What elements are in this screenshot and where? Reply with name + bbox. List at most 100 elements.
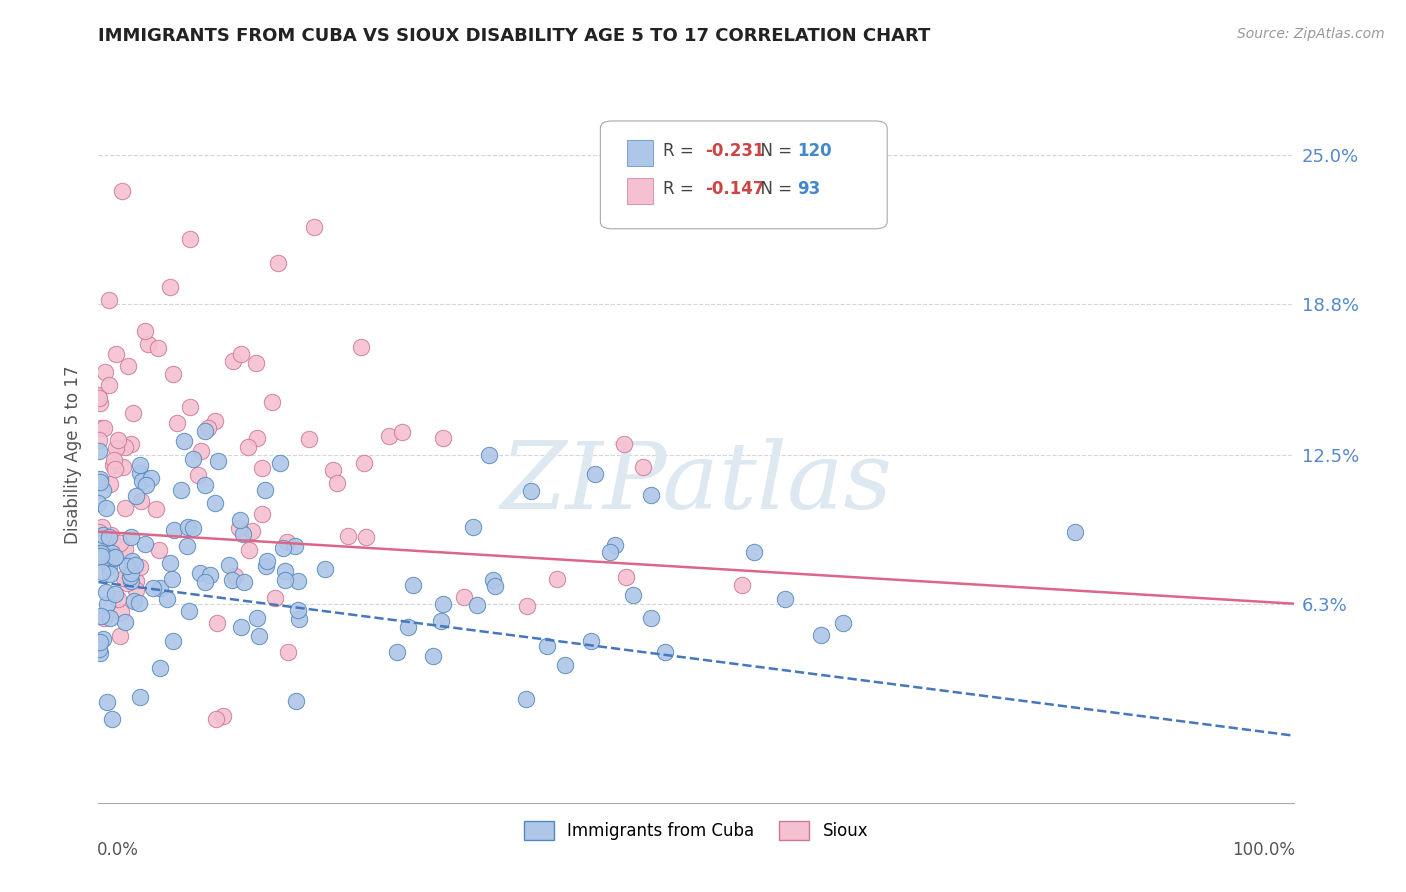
Point xyxy=(162,634,184,648)
Point xyxy=(432,597,454,611)
Point xyxy=(125,489,148,503)
Text: 120: 120 xyxy=(797,142,832,160)
Point xyxy=(115,575,138,590)
Point xyxy=(131,474,153,488)
Point xyxy=(401,578,423,592)
Point xyxy=(832,616,855,631)
Point xyxy=(114,615,136,630)
Point xyxy=(166,416,188,430)
Point xyxy=(236,440,259,454)
Point xyxy=(613,437,636,451)
Point xyxy=(302,219,325,234)
Point xyxy=(100,712,122,726)
Point xyxy=(105,347,128,361)
Point xyxy=(128,458,150,472)
Point xyxy=(284,539,307,553)
Point xyxy=(231,620,253,634)
Point xyxy=(129,690,152,704)
Text: R =: R = xyxy=(662,180,699,198)
Point xyxy=(250,508,273,522)
Point xyxy=(233,574,256,589)
Point xyxy=(536,639,558,653)
Point xyxy=(183,521,205,535)
Point xyxy=(430,614,453,628)
Point xyxy=(111,460,134,475)
Point xyxy=(162,367,184,381)
Point xyxy=(148,543,170,558)
Point xyxy=(181,451,204,466)
Point xyxy=(129,560,152,574)
Point xyxy=(108,536,131,550)
Point xyxy=(107,433,129,447)
Point xyxy=(247,629,270,643)
Point xyxy=(90,531,112,545)
Point xyxy=(810,628,832,642)
Point xyxy=(284,694,307,708)
Point xyxy=(110,605,132,619)
Point xyxy=(120,436,142,450)
Point xyxy=(478,448,501,462)
Point xyxy=(159,556,181,570)
Point xyxy=(224,569,246,583)
Point xyxy=(87,387,110,401)
Point xyxy=(276,535,298,549)
Text: N =: N = xyxy=(749,142,797,160)
Point xyxy=(204,495,226,509)
Point xyxy=(194,424,217,438)
Point xyxy=(422,648,444,663)
Point xyxy=(179,400,201,414)
Point xyxy=(87,389,110,403)
Point xyxy=(177,604,200,618)
Point xyxy=(177,520,200,534)
Point xyxy=(89,396,111,410)
Text: N =: N = xyxy=(749,180,797,198)
Point xyxy=(111,184,134,198)
Point xyxy=(240,524,263,539)
Point xyxy=(1063,524,1085,539)
Point xyxy=(89,475,111,490)
Text: -0.231: -0.231 xyxy=(706,142,765,160)
Point xyxy=(90,565,112,579)
Point xyxy=(114,542,136,557)
FancyBboxPatch shape xyxy=(600,121,887,229)
Point xyxy=(256,554,278,568)
Point xyxy=(87,475,110,489)
Point xyxy=(96,695,118,709)
Point xyxy=(87,433,110,447)
Text: IMMIGRANTS FROM CUBA VS SIOUX DISABILITY AGE 5 TO 17 CORRELATION CHART: IMMIGRANTS FROM CUBA VS SIOUX DISABILITY… xyxy=(98,27,931,45)
Point xyxy=(207,454,229,468)
Point xyxy=(287,602,309,616)
Point xyxy=(89,472,111,486)
Point xyxy=(122,406,145,420)
Point xyxy=(93,365,115,379)
Point xyxy=(96,597,118,611)
Point xyxy=(146,341,169,355)
Point xyxy=(197,421,219,435)
Point xyxy=(128,596,150,610)
Text: 0.0%: 0.0% xyxy=(97,841,139,859)
Point xyxy=(194,477,217,491)
Point xyxy=(94,500,117,515)
Point xyxy=(253,483,276,497)
Point xyxy=(91,528,114,542)
Point xyxy=(120,530,142,544)
Point xyxy=(432,431,454,445)
Point xyxy=(245,356,267,370)
Point xyxy=(96,550,118,565)
Point xyxy=(114,440,136,454)
Point xyxy=(100,528,122,542)
Point xyxy=(129,467,152,481)
Point xyxy=(205,616,228,631)
Point xyxy=(356,530,378,544)
Point xyxy=(599,545,621,559)
Point xyxy=(134,324,156,338)
Point xyxy=(87,642,110,657)
Point xyxy=(112,570,135,584)
Point xyxy=(122,594,145,608)
Point xyxy=(118,565,141,579)
Point xyxy=(141,581,163,595)
Point xyxy=(640,488,662,502)
Point xyxy=(222,354,245,368)
Point xyxy=(267,256,290,270)
Point xyxy=(89,646,111,660)
